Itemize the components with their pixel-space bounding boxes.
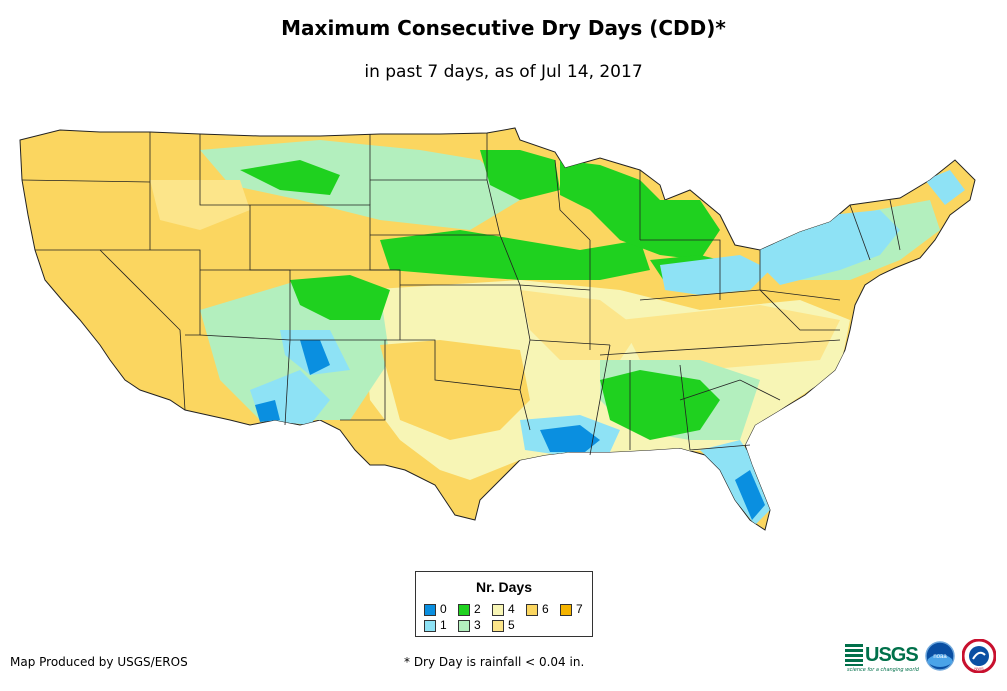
legend-swatch — [492, 603, 504, 616]
legend-swatch — [458, 603, 470, 616]
svg-text:NWS: NWS — [974, 666, 984, 671]
legend-item-6: 6 — [526, 603, 549, 616]
region-2-days-dakotas — [480, 150, 560, 200]
state-borders — [21, 132, 901, 456]
legend-swatch — [458, 619, 470, 632]
region-0-days-florida — [735, 470, 765, 520]
legend-item-0: 0 — [424, 603, 447, 616]
noaa-logo: noaa — [925, 641, 955, 671]
legend-item-2: 2 — [458, 603, 481, 616]
region-6-days-texas — [380, 340, 530, 440]
region-2-days-midwest — [380, 230, 650, 280]
credit-text: Map Produced by USGS/EROS — [10, 655, 188, 669]
legend-swatch — [424, 603, 436, 616]
footnote-text: * Dry Day is rainfall < 0.04 in. — [404, 655, 585, 669]
region-0-days-southwest — [300, 340, 330, 375]
legend-item-1: 1 — [424, 619, 447, 632]
legend-item-4: 4 — [492, 603, 515, 616]
legend: Nr. Days 0 1 2 3 4 5 6 7 — [415, 571, 593, 637]
region-0-days-gulf — [540, 425, 600, 452]
legend-title: Nr. Days — [475, 579, 533, 595]
region-1-day-ohio — [660, 255, 770, 295]
usgs-wave-icon — [845, 644, 863, 666]
legend-swatch — [526, 603, 538, 616]
legend-swatch — [492, 619, 504, 632]
region-2-days-colorado — [290, 275, 390, 320]
legend-swatch — [424, 619, 436, 632]
map-subtitle: in past 7 days, as of Jul 14, 2017 — [364, 62, 643, 82]
region-5-days — [520, 290, 640, 360]
legend-item-3: 3 — [458, 619, 481, 632]
region-1-day-ne-coast — [925, 170, 965, 205]
usgs-logo: USGS — [845, 641, 919, 669]
legend-swatch — [560, 603, 572, 616]
nws-logo: NWS — [962, 639, 996, 673]
region-5-days-east — [620, 305, 840, 370]
region-0-days-mexico-border — [255, 400, 280, 422]
usgs-tagline: science for a changing world — [847, 667, 919, 673]
region-2-days-montana — [240, 160, 340, 195]
svg-text:noaa: noaa — [933, 654, 947, 660]
legend-item-5: 5 — [492, 619, 515, 632]
map-title: Maximum Consecutive Dry Days (CDD)* — [281, 16, 726, 40]
legend-item-7: 7 — [560, 603, 583, 616]
region-3-days-north — [200, 140, 520, 230]
